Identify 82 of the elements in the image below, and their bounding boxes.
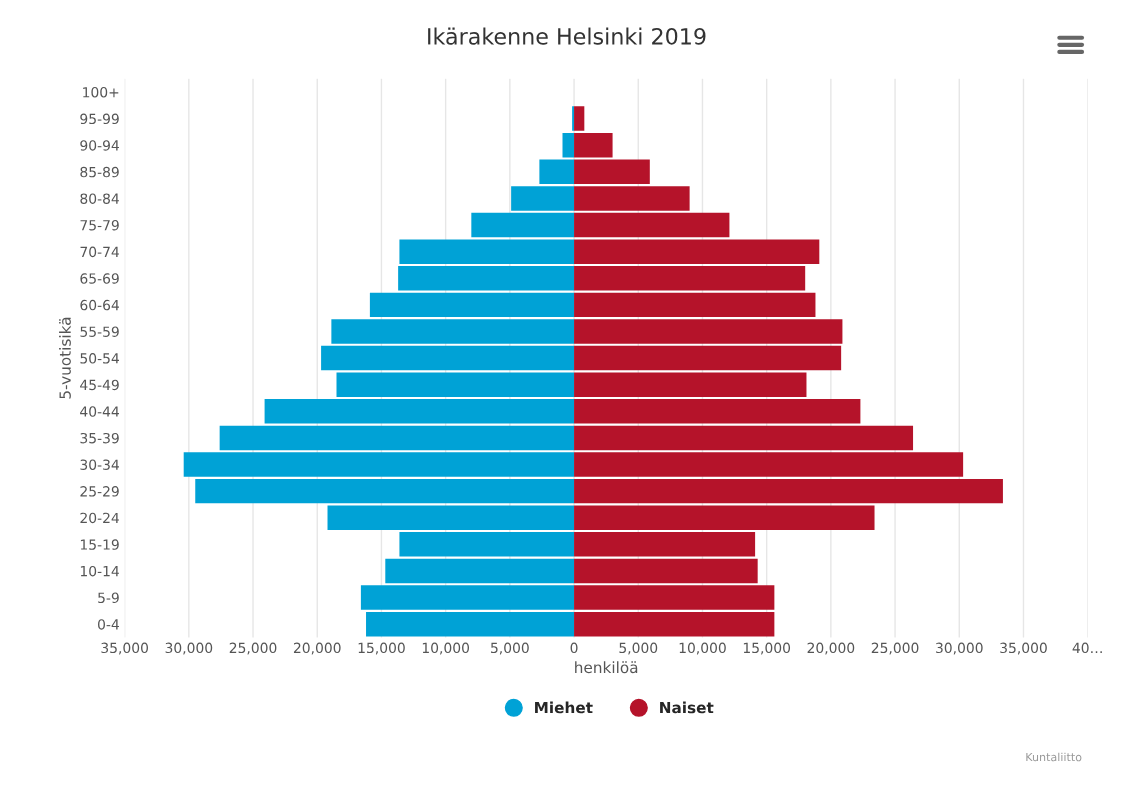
y-tick-label: 85-89 [80, 166, 119, 178]
bar [574, 292, 816, 318]
bar [471, 212, 575, 238]
bar [369, 292, 575, 318]
y-tick-label: 65-69 [80, 273, 119, 284]
bar [574, 212, 730, 238]
bar [195, 478, 575, 504]
bar [366, 611, 575, 637]
legend-label: Miehet [535, 701, 593, 714]
y-tick-label: 45-49 [80, 379, 119, 391]
y-tick-label: 30-34 [80, 459, 119, 470]
y-tick-label: 20-24 [80, 512, 119, 524]
bar [183, 452, 575, 477]
bar [574, 266, 806, 291]
bar [574, 478, 1003, 504]
y-tick-label: 70-74 [80, 246, 119, 258]
legend-label: Naiset [660, 701, 714, 714]
bar [574, 186, 690, 211]
bar [385, 558, 575, 584]
x-tick-label: 20,000 [293, 642, 341, 655]
x-tick-label: 15,000 [743, 642, 791, 655]
bar [398, 266, 575, 291]
x-tick-label: 10,000 [422, 642, 470, 655]
y-tick-label: 5-9 [98, 592, 119, 604]
x-tick-label: 25,000 [871, 642, 919, 655]
bar [399, 532, 575, 557]
y-tick-label: 25-29 [80, 486, 119, 497]
x-tick-label: 30,000 [936, 642, 983, 655]
bar [264, 399, 575, 424]
bar [219, 425, 575, 451]
x-tick-label: 20,000 [807, 642, 855, 655]
x-tick-label: 0 [570, 642, 578, 654]
bar [574, 425, 914, 451]
bar [539, 159, 575, 185]
x-axis-title: henkilöä [575, 661, 638, 674]
y-tick-label: 10-14 [80, 565, 119, 577]
bar [574, 452, 964, 477]
y-tick-label: 95-99 [80, 113, 119, 125]
x-tick-label: 30,000 [165, 642, 213, 655]
bar [574, 585, 775, 610]
y-tick-label: 90-94 [80, 140, 119, 151]
y-tick-label: 80-84 [80, 193, 119, 204]
bar [321, 345, 575, 371]
x-tick-label: 25,000 [229, 642, 277, 655]
bar [399, 239, 575, 264]
bar [574, 558, 758, 584]
bar [574, 239, 820, 264]
x-tick-label: 35,000 [101, 642, 149, 655]
bar [327, 505, 575, 530]
y-tick-label: 40-44 [80, 406, 119, 417]
bar [336, 372, 575, 397]
x-tick-label: 15,000 [358, 642, 405, 655]
bar [511, 186, 575, 211]
y-tick-label: 100+ [83, 86, 119, 98]
bar [574, 611, 775, 637]
chart-title: Ikärakenne Helsinki 2019 [428, 27, 706, 45]
x-tick-label: 40… [1072, 642, 1102, 654]
bar [574, 132, 613, 158]
bar [574, 106, 585, 131]
bar [574, 505, 875, 530]
bar [574, 532, 756, 557]
bar [331, 319, 575, 344]
bar [360, 585, 575, 610]
y-tick-label: 50-54 [80, 353, 119, 364]
x-tick-label: 5,000 [491, 642, 529, 655]
y-axis-title: 5-vuotisikä [59, 317, 71, 399]
x-tick-label: 35,000 [1000, 642, 1047, 655]
y-tick-label: 0-4 [98, 619, 119, 630]
bar [574, 399, 861, 424]
y-tick-label: 75-79 [80, 220, 119, 231]
text: Kuntaliitto [1026, 752, 1082, 762]
bar [574, 372, 807, 397]
bar [562, 132, 575, 158]
bar [574, 319, 843, 344]
x-tick-label: 5,000 [619, 642, 658, 655]
y-tick-label: 35-39 [80, 432, 119, 444]
bar [574, 159, 650, 185]
y-tick-label: 55-59 [80, 326, 119, 337]
y-tick-label: 60-64 [80, 299, 119, 311]
bar [574, 345, 842, 371]
y-tick-label: 15-19 [80, 539, 119, 550]
x-tick-label: 10,000 [679, 642, 726, 655]
